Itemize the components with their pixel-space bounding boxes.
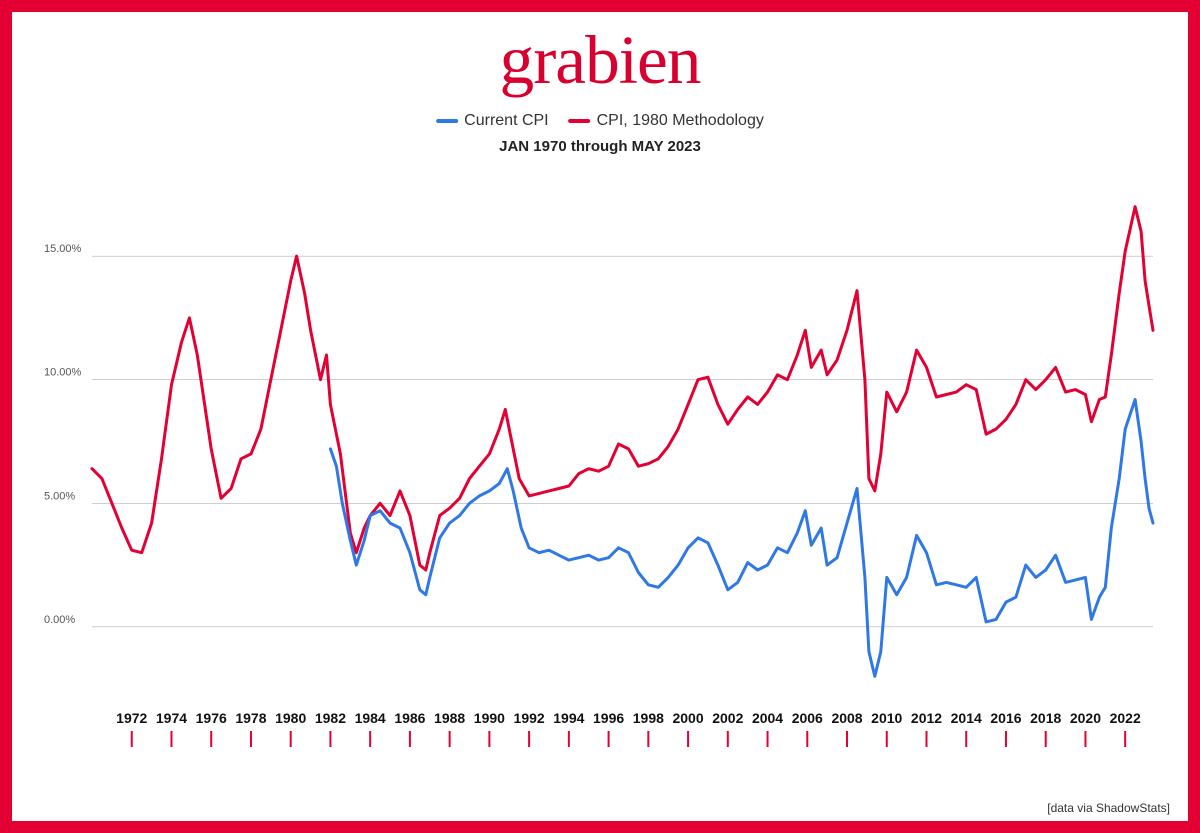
legend-item-1980: CPI, 1980 Methodology	[569, 112, 764, 130]
legend: Current CPI CPI, 1980 Methodology	[436, 112, 764, 130]
x-tick-label: 2008	[831, 710, 862, 726]
x-tick-label: 2018	[1030, 710, 1061, 726]
series-line	[330, 400, 1153, 677]
x-tick-label: 1994	[553, 710, 584, 726]
brand-logo: grabien	[500, 20, 701, 100]
legend-swatch-current	[436, 119, 458, 123]
y-tick-label: 15.00%	[44, 243, 82, 255]
x-tick-label: 1980	[275, 710, 306, 726]
chart-frame: grabien Current CPI CPI, 1980 Methodolog…	[0, 0, 1200, 833]
x-tick-label: 1976	[196, 710, 227, 726]
x-tick-label: 1998	[633, 710, 664, 726]
x-tick-label: 2000	[672, 710, 703, 726]
x-tick-label: 2010	[871, 710, 902, 726]
line-chart: 0.00% 5.00% 10.00% 15.00% 1972 1974 1976 1978 19…	[42, 172, 1158, 761]
x-tick-label: 1978	[235, 710, 266, 726]
x-tick-label: 2012	[911, 710, 942, 726]
y-tick-label: 0.00%	[44, 614, 75, 626]
x-tick-label: 1988	[434, 710, 465, 726]
x-tick-label: 1986	[394, 710, 425, 726]
chart-area: 0.00% 5.00% 10.00% 15.00% 1972 1974 1976 1978 19…	[42, 172, 1158, 761]
x-tick-label: 1992	[514, 710, 545, 726]
x-tick-label: 2014	[951, 710, 982, 726]
x-tick-label: 2002	[712, 710, 743, 726]
y-tick-label: 10.00%	[44, 367, 82, 379]
y-tick-label: 5.00%	[44, 490, 75, 502]
x-tick-label: 1990	[474, 710, 505, 726]
x-tick-label: 1972	[116, 710, 147, 726]
x-tick-label: 2022	[1110, 710, 1141, 726]
x-tick-label: 1984	[355, 710, 386, 726]
legend-item-current: Current CPI	[436, 112, 548, 130]
x-tick-label: 1996	[593, 710, 624, 726]
legend-label-current: Current CPI	[464, 112, 548, 130]
x-tick-label: 2004	[752, 710, 783, 726]
legend-label-1980: CPI, 1980 Methodology	[597, 112, 764, 130]
chart-subtitle: JAN 1970 through MAY 2023	[499, 138, 701, 155]
x-tick-label: 1982	[315, 710, 346, 726]
series-line	[92, 207, 1153, 570]
x-tick-label: 2020	[1070, 710, 1101, 726]
legend-swatch-1980	[569, 119, 591, 123]
x-tick-label: 2006	[792, 710, 823, 726]
x-tick-label: 1974	[156, 710, 187, 726]
x-tick-label: 2016	[990, 710, 1021, 726]
attribution-text: [data via ShadowStats]	[1047, 801, 1170, 815]
